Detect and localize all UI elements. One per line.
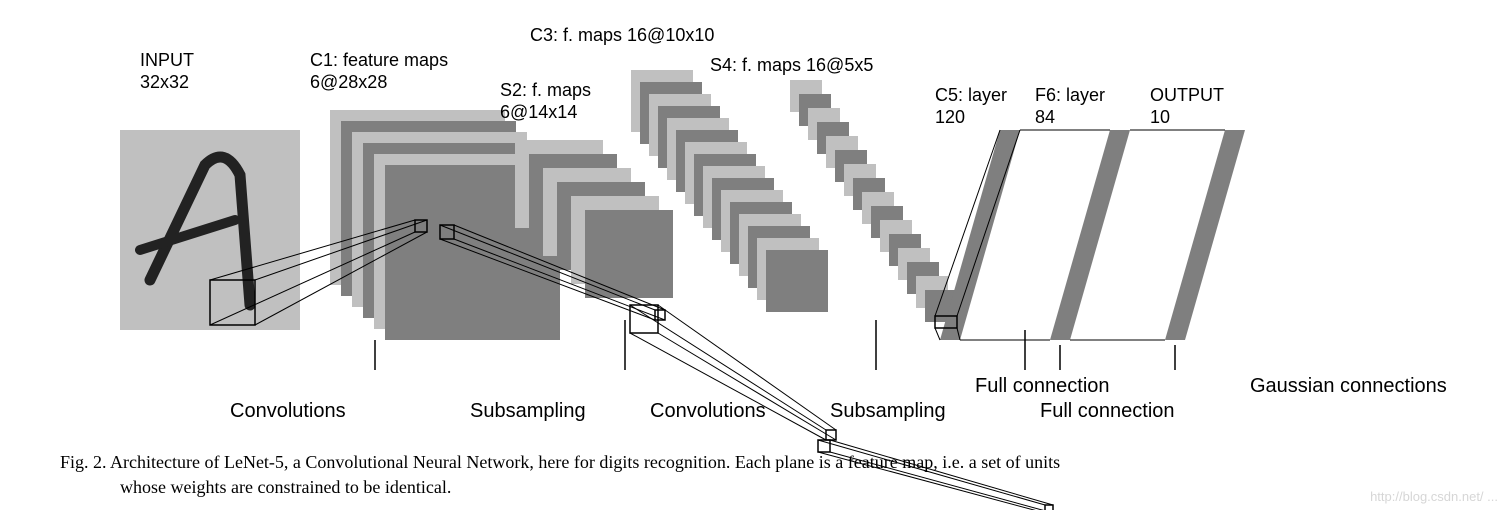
op-sub1: Subsampling — [470, 400, 586, 423]
s2-label: S2: f. maps 6@14x14 — [500, 80, 591, 123]
output-label: OUTPUT 10 — [1150, 85, 1224, 128]
op-gauss: Gaussian connections — [1250, 375, 1447, 398]
c5-label: C5: layer 120 — [935, 85, 1007, 128]
watermark: http://blog.csdn.net/ ... — [1370, 489, 1498, 504]
input-label: INPUT 32x32 — [140, 50, 194, 93]
f6-label: F6: layer 84 — [1035, 85, 1105, 128]
op-sub2: Subsampling — [830, 400, 946, 423]
op-conv2: Convolutions — [650, 400, 766, 423]
figure-caption-line2: whose weights are constrained to be iden… — [120, 475, 451, 500]
op-fc2: Full connection — [1040, 400, 1175, 423]
c3-label: C3: f. maps 16@10x10 — [530, 25, 714, 47]
op-fc1: Full connection — [975, 375, 1110, 398]
c1-label: C1: feature maps 6@28x28 — [310, 50, 448, 93]
s4-label: S4: f. maps 16@5x5 — [710, 55, 873, 77]
op-conv1: Convolutions — [230, 400, 346, 423]
diagram-canvas: INPUT 32x32 C1: feature maps 6@28x28 S2:… — [0, 0, 1508, 510]
figure-caption-line1: Fig. 2. Architecture of LeNet-5, a Convo… — [60, 450, 1060, 475]
